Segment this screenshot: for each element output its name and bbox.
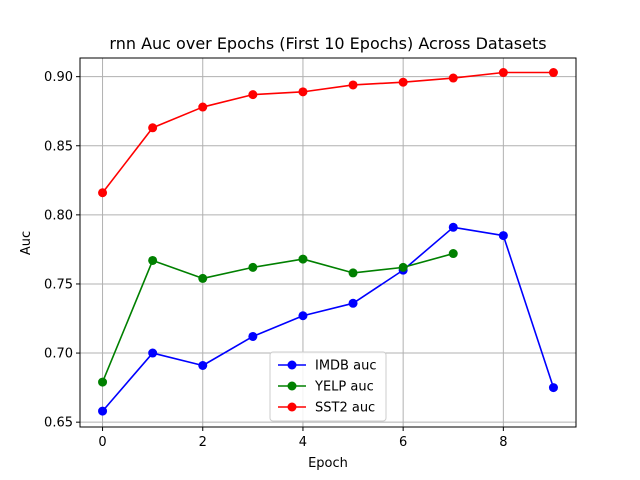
legend-label: IMDB auc: [315, 359, 376, 374]
data-point-yelp: [198, 273, 208, 283]
grid: [80, 58, 576, 427]
y-tick-label: 0.85: [44, 139, 73, 154]
legend-entry-imdb: IMDB auc: [278, 359, 376, 374]
legend-marker: [287, 381, 297, 391]
y-tick-label: 0.65: [44, 416, 73, 431]
x-tick-label: 8: [499, 435, 507, 450]
data-point-imdb: [98, 406, 108, 416]
data-point-imdb: [348, 298, 358, 308]
data-point-yelp: [148, 255, 158, 265]
series-line-sst2: [101, 71, 554, 194]
data-point-yelp: [248, 262, 258, 272]
y-tick-label: 0.70: [44, 347, 73, 362]
data-point-imdb: [298, 311, 308, 321]
legend-label: YELP auc: [314, 380, 374, 395]
data-point-yelp: [98, 377, 108, 387]
data-point-sst2: [248, 90, 258, 100]
data-point-yelp: [448, 249, 458, 259]
x-tick-label: 6: [399, 435, 407, 450]
y-tick-label: 0.90: [44, 70, 73, 85]
data-point-imdb: [498, 231, 508, 241]
plot-frame: [79, 57, 577, 428]
legend-label: SST2 auc: [315, 401, 375, 416]
x-tick-label: 2: [199, 435, 207, 450]
series-yelp: [98, 249, 458, 387]
x-axis-label: Epoch: [308, 456, 348, 471]
legend-marker: [287, 360, 297, 370]
series-sst2: [98, 68, 558, 198]
data-point-yelp: [298, 254, 308, 264]
series-line-yelp: [101, 252, 454, 383]
data-point-sst2: [148, 123, 158, 133]
data-point-sst2: [448, 73, 458, 83]
series-line-imdb: [101, 226, 555, 412]
y-tick-label: 0.80: [44, 208, 73, 223]
y-tick-label: 0.75: [44, 277, 73, 292]
legend-box: [269, 351, 387, 422]
x-tick-label: 0: [98, 435, 106, 450]
data-point-sst2: [548, 68, 558, 78]
data-point-sst2: [98, 188, 108, 198]
series-imdb: [98, 222, 558, 416]
y-axis-label: Auc: [19, 231, 34, 255]
data-point-sst2: [348, 80, 358, 90]
data-point-imdb: [198, 361, 208, 370]
data-point-yelp: [398, 262, 408, 272]
data-point-sst2: [298, 87, 308, 97]
data-point-imdb: [248, 331, 258, 341]
data-point-sst2: [398, 77, 408, 87]
legend: IMDB auc YELP auc SST2 auc: [269, 351, 387, 422]
data-point-sst2: [198, 102, 208, 112]
data-point-sst2: [498, 68, 508, 78]
series-layer: [98, 68, 558, 416]
legend-entry-sst2: SST2 auc: [278, 401, 375, 416]
data-point-yelp: [348, 268, 358, 278]
data-point-imdb: [148, 348, 158, 358]
x-tick-label: 4: [299, 435, 307, 450]
legend-entry-yelp: YELP auc: [278, 380, 374, 395]
chart-title: rnn Auc over Epochs (First 10 Epochs) Ac…: [109, 34, 546, 53]
data-point-imdb: [548, 383, 558, 393]
legend-marker: [287, 402, 297, 412]
data-point-imdb: [448, 222, 458, 232]
ticks: 0 2 4 6 8 0.65 0.70 0.75 0.80 0.85 0.90: [44, 70, 507, 450]
